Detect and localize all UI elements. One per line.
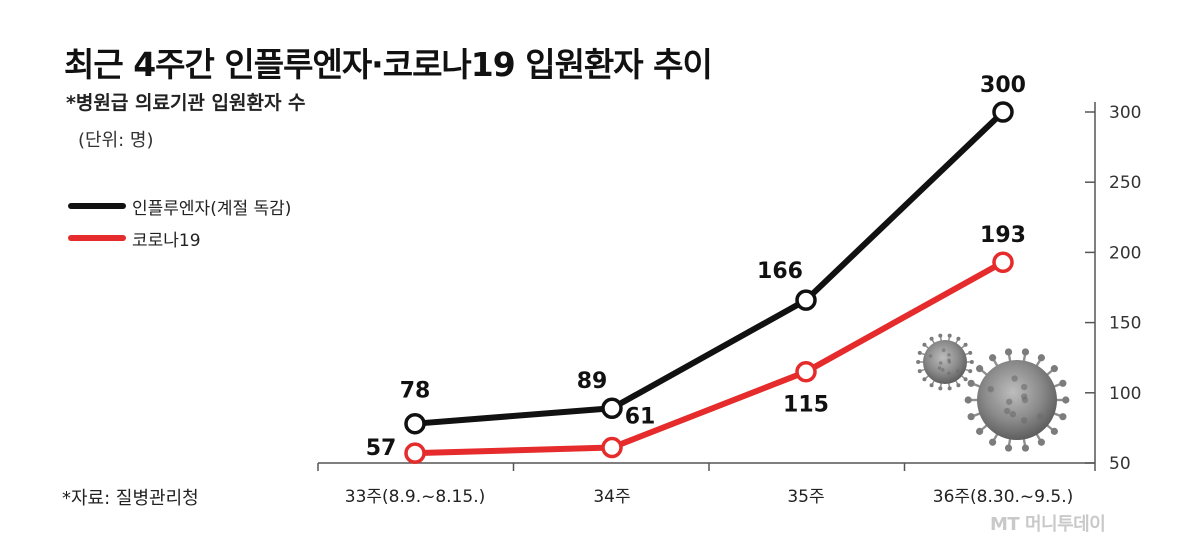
legend-swatch-influenza <box>68 203 126 209</box>
data-label-covid: 57 <box>366 436 397 461</box>
series-line-influenza <box>412 109 1006 427</box>
y-tick-label: 50 <box>1109 454 1131 474</box>
data-point-covid <box>404 442 426 464</box>
legend-label-covid: 코로나19 <box>132 230 201 251</box>
y-tick-label: 250 <box>1109 173 1141 193</box>
x-tick-label: 34주 <box>593 487 630 507</box>
chart-title: 최근 4주간 인플루엔자·코로나19 입원환자 추이 <box>64 45 713 84</box>
legend-item-covid: 코로나19 <box>68 222 291 254</box>
data-point-covid <box>601 436 623 459</box>
data-label-influenza: 89 <box>577 369 608 394</box>
legend-item-influenza: 인플루엔자(계절 독감) <box>68 190 291 222</box>
data-label-covid: 115 <box>783 393 829 418</box>
x-tick-label: 35주 <box>787 487 824 507</box>
data-label-covid: 61 <box>625 405 656 430</box>
chart-subtitle: *병원급 의료기관 입원환자 수 <box>66 92 306 114</box>
y-tick-label: 200 <box>1109 243 1141 263</box>
legend-label-influenza: 인플루엔자(계절 독감) <box>132 198 292 219</box>
legend: 인플루엔자(계절 독감) 코로나19 <box>68 190 291 254</box>
data-label-influenza: 166 <box>757 259 803 284</box>
data-point-covid <box>992 251 1014 273</box>
y-tick-label: 100 <box>1109 384 1141 404</box>
publisher-watermark: MT 머니투데이 <box>990 514 1106 535</box>
series-line-covid <box>412 259 1006 457</box>
legend-swatch-covid <box>68 235 126 241</box>
source-note: *자료: 질병관리청 <box>62 488 199 509</box>
data-point-influenza <box>404 412 426 435</box>
data-point-covid <box>795 360 817 383</box>
y-tick-label: 300 <box>1109 103 1141 123</box>
data-point-influenza <box>601 397 623 419</box>
data-point-influenza <box>795 289 817 311</box>
x-tick-label: 33주(8.9.~8.15.) <box>345 487 485 507</box>
data-label-influenza: 78 <box>400 379 431 404</box>
data-label-covid: 193 <box>980 223 1026 248</box>
y-tick-label: 150 <box>1109 314 1141 334</box>
unit-label: (단위: 명) <box>78 130 154 151</box>
x-tick-label: 36주(8.30.~9.5.) <box>933 487 1073 507</box>
data-label-influenza: 300 <box>980 73 1026 98</box>
data-point-influenza <box>992 101 1014 123</box>
virus-illustration <box>916 333 1070 452</box>
